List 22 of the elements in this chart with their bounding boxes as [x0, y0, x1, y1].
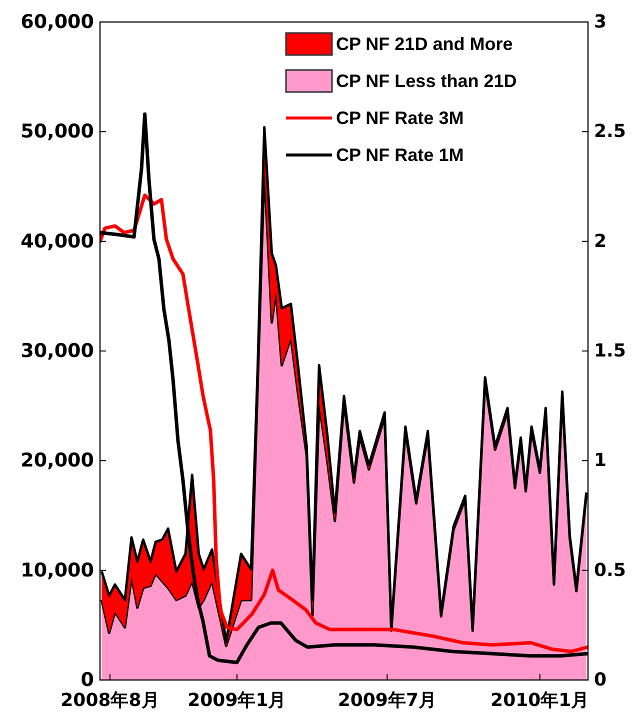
y-tick-label: 50,000	[20, 120, 94, 143]
x-tick-label: 2009年1月	[188, 690, 286, 711]
y-tick-label: 0	[80, 669, 94, 691]
y-tick-label: 30,000	[20, 340, 94, 362]
y2-tick-label: 3	[594, 12, 607, 32]
y-tick-label: 40,000	[20, 230, 94, 252]
y2-tick-label: 0	[594, 670, 607, 690]
legend-label: CP NF Rate 3M	[336, 108, 464, 128]
y2-tick-label: 0.5	[594, 560, 626, 581]
legend-label: CP NF Rate 1M	[336, 145, 464, 165]
y2-tick-label: 1	[594, 450, 607, 472]
x-tick-label: 2010年1月	[490, 690, 590, 711]
legend-label: CP NF Less than 21D	[336, 71, 517, 91]
x-tick-label: 2008年8月	[60, 690, 160, 711]
y2-tick-label: 2	[594, 230, 607, 252]
y2-tick-label: 1.5	[594, 340, 626, 362]
y-tick-label: 20,000	[20, 450, 94, 472]
y-tick-label: 10,000	[20, 559, 94, 582]
y-tick-label: 60,000	[20, 11, 94, 33]
y2-tick-label: 2.5	[594, 121, 626, 142]
legend-label: CP NF 21D and More	[336, 34, 513, 54]
x-tick-label: 2009年7月	[338, 690, 436, 711]
